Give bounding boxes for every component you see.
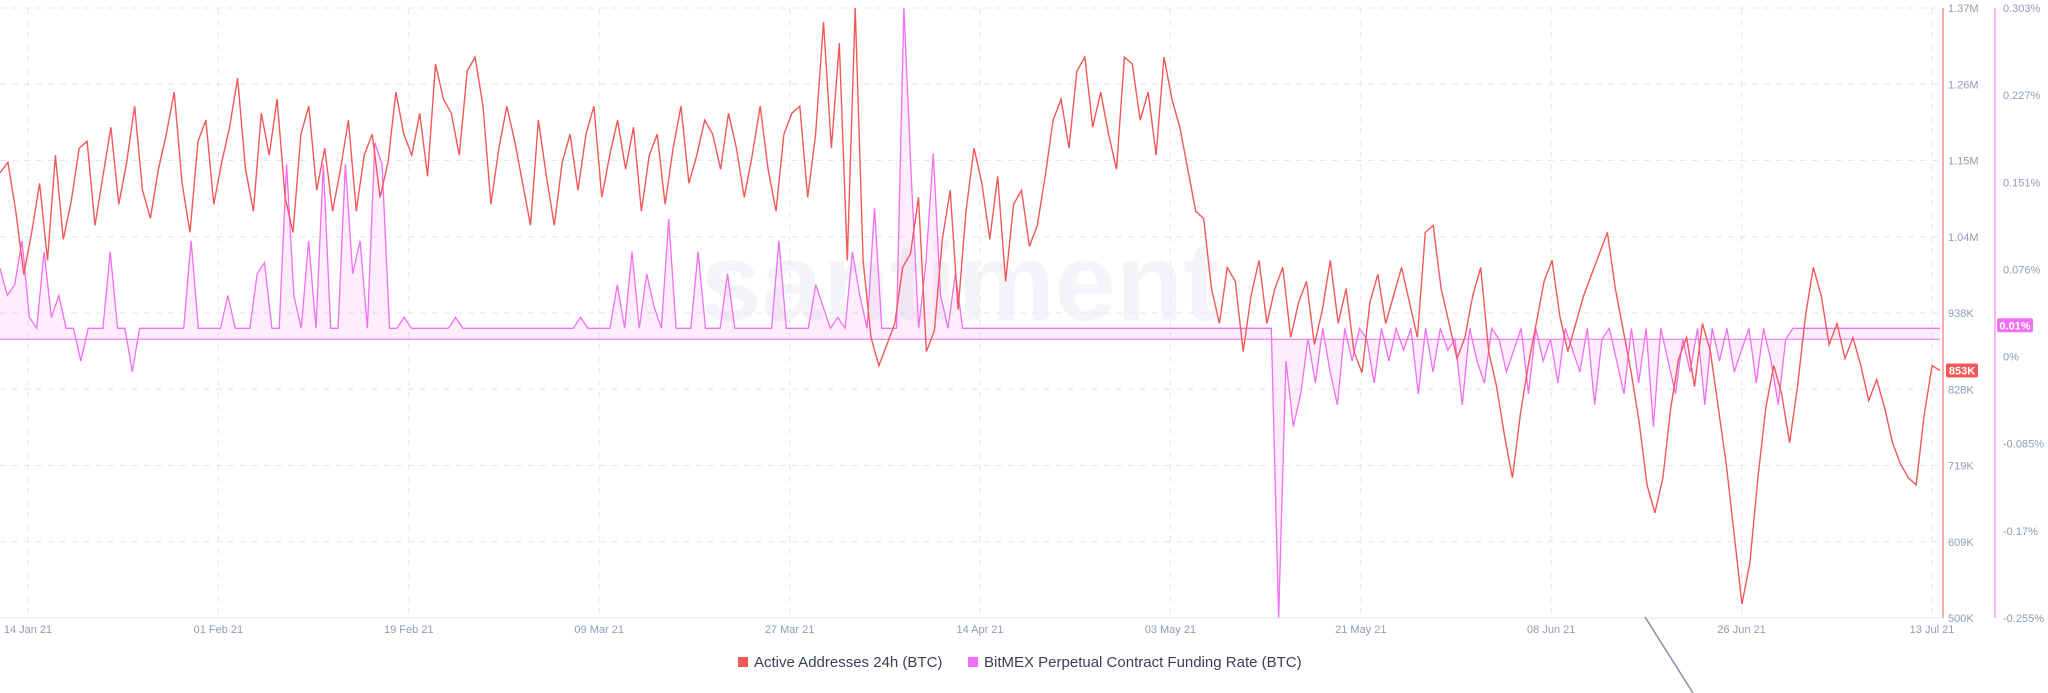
x-tick-label: 14 Jan 21 <box>4 624 52 636</box>
x-tick-label: 19 Feb 21 <box>384 624 434 636</box>
gridlines <box>0 7 1940 619</box>
current-value-badges: 853K 0.01% <box>1946 318 2033 378</box>
current-funding-rate-value: 0.01% <box>1999 320 2030 332</box>
left-axis-tick-label: 828K <box>1948 384 1974 396</box>
right-axis-tick-label: -0.255% <box>2003 613 2044 625</box>
funding-rate-area <box>0 8 1940 618</box>
right-axis-tick-label: 0.151% <box>2003 177 2041 189</box>
left-axis-tick-label: 1.26M <box>1948 79 1979 91</box>
x-axis-ticks: 14 Jan 21 01 Feb 21 19 Feb 21 09 Mar 21 27 M… <box>4 624 1954 636</box>
right-axis-tick-label: -0.17% <box>2003 526 2038 538</box>
legend-entry: Active Addresses 24h (BTC) <box>754 654 942 671</box>
right-axis-tick-label: 0.303% <box>2003 3 2041 15</box>
left-axis-tick-label: 609K <box>1948 537 1974 549</box>
series-line-active-addresses <box>0 7 1941 605</box>
legend-entry: BitMEX Perpetual Contract Funding Rate (… <box>984 654 1302 671</box>
axes <box>0 8 1996 619</box>
x-tick-label: 14 Apr 21 <box>956 624 1003 636</box>
series-lines <box>0 7 1941 619</box>
left-axis-tick-label: 1.15M <box>1948 156 1979 168</box>
pointer-line <box>1644 616 1694 693</box>
right-axis-tick-label: 0% <box>2003 352 2019 364</box>
x-tick-label: 08 Jun 21 <box>1527 624 1575 636</box>
right-axis-tick-label: 0.076% <box>2003 264 2041 276</box>
x-tick-label: 09 Mar 21 <box>574 624 624 636</box>
right-axis-ticks: 0.303% 0.227% 0.151% 0.076% 0% -0.085% -0.17% -… <box>2003 3 2044 625</box>
x-tick-label: 01 Feb 21 <box>194 624 244 636</box>
right-axis-tick-label: -0.085% <box>2003 439 2044 451</box>
legend-swatch <box>738 657 748 667</box>
current-active-addresses-value: 853K <box>1949 365 1975 377</box>
legend: Active Addresses 24h (BTC) BitMEX Perpetu… <box>738 654 1302 671</box>
left-axis-ticks: 1.37M 1.26M 1.15M 1.04M 938K 828K 719K 609K 500K <box>1948 3 1979 625</box>
right-axis-tick-label: 0.227% <box>2003 90 2041 102</box>
x-tick-label: 13 Jul 21 <box>1910 624 1955 636</box>
current-active-addresses-badge <box>1946 363 1978 378</box>
left-axis-tick-label: 500K <box>1948 613 1974 625</box>
left-axis-tick-label: 1.37M <box>1948 3 1979 15</box>
legend-swatch <box>968 657 978 667</box>
funding-area <box>0 8 1940 618</box>
current-funding-rate-badge <box>1997 318 2033 333</box>
x-tick-label: 03 May 21 <box>1145 624 1196 636</box>
left-axis-tick-label: 938K <box>1948 308 1974 320</box>
x-tick-label: 26 Jun 21 <box>1717 624 1765 636</box>
series-line-funding-rate <box>0 7 1940 619</box>
left-axis-tick-label: 1.04M <box>1948 232 1979 244</box>
x-tick-label: 27 Mar 21 <box>765 624 815 636</box>
left-axis-tick-label: 719K <box>1948 461 1974 473</box>
x-tick-label: 21 May 21 <box>1335 624 1386 636</box>
